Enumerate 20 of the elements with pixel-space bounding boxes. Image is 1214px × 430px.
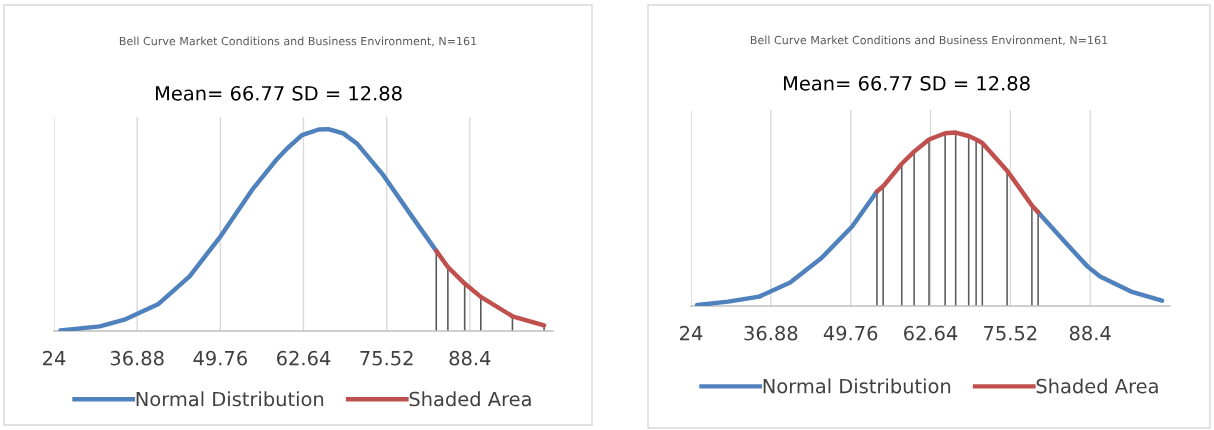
x-tick-label: 36.88 bbox=[110, 350, 164, 366]
x-tick-label: 36.88 bbox=[744, 325, 798, 341]
x-tick-label: 88.4 bbox=[1069, 325, 1111, 341]
text: Mean= 66.77 SD = 12.88 bbox=[155, 85, 402, 101]
legend-label: Shaded Area bbox=[1036, 378, 1158, 394]
x-tick-label: 49.76 bbox=[823, 325, 878, 341]
legend-label: Normal Distribution bbox=[763, 378, 951, 394]
x-tick-label: 24 bbox=[680, 325, 703, 341]
x-tick-label: 62.64 bbox=[904, 325, 958, 341]
text: Mean= 66.77 SD = 12.88 bbox=[783, 75, 1030, 91]
x-tick-label: 88.4 bbox=[449, 350, 491, 366]
x-tick-label: 75.52 bbox=[984, 325, 1037, 341]
legend-label: Normal Distribution bbox=[136, 391, 324, 407]
chart-title: Bell Curve Market Conditions and Business Environment, N=161 bbox=[119, 36, 477, 47]
x-tick-label: 62.64 bbox=[277, 350, 331, 366]
x-tick-label: 49.76 bbox=[193, 350, 247, 366]
legend-label: Shaded Area bbox=[409, 391, 531, 407]
chart-title: Bell Curve Market Conditions and Business Environment, N=161 bbox=[750, 35, 1108, 46]
x-tick-label: 75.52 bbox=[360, 350, 413, 366]
x-tick-label: 24 bbox=[43, 350, 66, 366]
